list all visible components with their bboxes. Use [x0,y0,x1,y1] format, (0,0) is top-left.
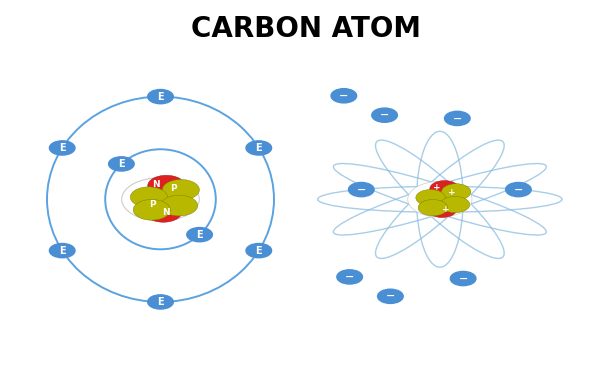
Circle shape [408,182,472,217]
Circle shape [337,270,362,284]
Text: N: N [152,180,160,189]
Circle shape [147,89,173,104]
Text: E: E [59,143,65,153]
Text: E: E [255,143,262,153]
Circle shape [145,202,182,222]
Circle shape [108,157,134,171]
Circle shape [130,187,168,208]
Text: −: − [380,110,389,120]
Text: −: − [357,185,366,194]
Text: −: − [453,114,462,123]
Circle shape [147,175,185,196]
Circle shape [444,111,470,126]
Text: E: E [118,159,125,169]
Text: −: − [386,291,395,301]
Text: E: E [157,297,164,307]
Circle shape [416,190,446,206]
Circle shape [440,196,470,213]
Circle shape [246,141,272,155]
Text: P: P [149,200,155,209]
Circle shape [441,184,471,200]
Circle shape [450,271,476,286]
Text: E: E [196,230,203,240]
Text: E: E [157,92,164,102]
Text: +: + [442,205,449,214]
Circle shape [133,200,170,220]
Circle shape [122,178,200,221]
Circle shape [50,141,75,155]
Circle shape [348,182,374,197]
Text: −: − [458,273,468,284]
Text: E: E [59,246,65,256]
Text: −: − [345,272,354,282]
Text: CARBON ATOM: CARBON ATOM [191,15,421,43]
Circle shape [427,201,457,217]
Circle shape [430,180,459,197]
Text: −: − [339,91,348,101]
Circle shape [187,227,212,242]
Circle shape [418,200,447,216]
Circle shape [371,108,397,122]
Circle shape [147,295,173,309]
Circle shape [162,179,200,200]
Text: E: E [255,246,262,256]
Text: +: + [433,183,441,192]
Circle shape [160,195,198,216]
Text: +: + [448,188,455,197]
Text: N: N [163,208,170,217]
Circle shape [378,289,403,303]
Circle shape [246,244,272,258]
Text: −: − [513,185,523,194]
Circle shape [506,182,531,197]
Circle shape [50,244,75,258]
Text: P: P [170,184,177,193]
Circle shape [331,89,357,103]
